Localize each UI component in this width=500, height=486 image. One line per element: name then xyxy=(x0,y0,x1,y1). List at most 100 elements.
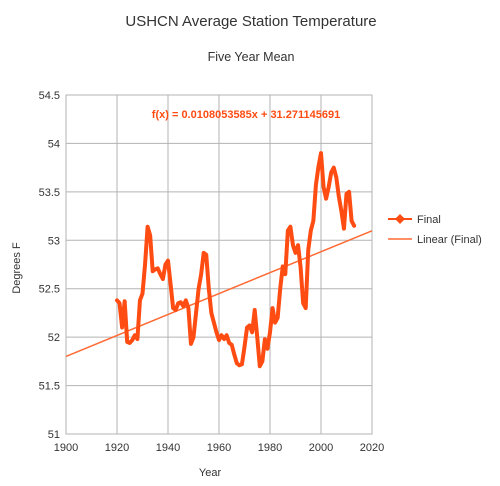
y-tick-label: 53 xyxy=(48,235,60,247)
data-point xyxy=(199,272,203,276)
data-point xyxy=(225,333,229,337)
x-tick-label: 1940 xyxy=(156,442,180,454)
data-point xyxy=(344,192,349,196)
data-point xyxy=(168,282,173,286)
data-point xyxy=(293,251,298,255)
data-point xyxy=(311,219,315,223)
x-tick-label: 2020 xyxy=(360,442,384,454)
data-point xyxy=(237,363,241,367)
data-point xyxy=(153,267,157,271)
data-point xyxy=(350,219,354,223)
data-point xyxy=(327,185,331,189)
data-point xyxy=(352,224,356,228)
data-point xyxy=(189,342,193,346)
data-point xyxy=(260,359,264,363)
data-point xyxy=(158,272,162,276)
data-point xyxy=(125,340,129,344)
data-point xyxy=(339,209,343,213)
data-point xyxy=(184,298,188,302)
data-point xyxy=(288,225,292,229)
data-point xyxy=(191,335,196,339)
data-point xyxy=(186,306,190,310)
data-point xyxy=(202,251,206,255)
data-point xyxy=(316,165,321,169)
data-point xyxy=(291,243,295,247)
data-point xyxy=(148,233,152,238)
x-axis-label: Year xyxy=(199,467,222,479)
data-point xyxy=(143,262,147,267)
data-point xyxy=(130,338,134,342)
data-point xyxy=(207,287,211,291)
data-point xyxy=(270,306,275,310)
y-tick-label: 51.5 xyxy=(39,381,60,393)
data-point xyxy=(306,248,310,252)
chart-subtitle: Five Year Mean xyxy=(208,50,295,64)
data-point xyxy=(138,298,142,302)
data-point xyxy=(258,364,262,368)
data-point xyxy=(240,362,244,366)
data-point xyxy=(163,262,168,267)
data-point xyxy=(128,341,132,345)
trendline xyxy=(65,230,373,358)
data-point xyxy=(181,304,185,308)
data-point xyxy=(171,306,175,310)
data-point xyxy=(166,259,170,263)
data-point xyxy=(324,197,328,201)
data-point xyxy=(123,299,127,303)
grid-layer xyxy=(66,95,372,434)
data-point xyxy=(347,190,351,194)
series-layer xyxy=(115,151,357,369)
data-point xyxy=(296,243,300,247)
data-point xyxy=(321,185,326,189)
legend-final-label: Final xyxy=(417,214,441,226)
trend-layer xyxy=(65,230,373,358)
data-point xyxy=(253,308,257,312)
data-point xyxy=(232,352,236,357)
data-point xyxy=(255,335,259,339)
data-point xyxy=(250,330,254,334)
x-tick-label: 2000 xyxy=(309,442,333,454)
data-point xyxy=(235,361,239,365)
data-point xyxy=(342,227,346,231)
y-axis-label: Degrees F xyxy=(11,242,23,294)
data-point xyxy=(245,325,249,330)
data-point xyxy=(120,325,124,330)
tick-layer: 51 51.5 52 52.5 53 53.5 54 54.5 1900 1920 1940 1960… xyxy=(39,90,385,454)
data-point xyxy=(161,277,165,281)
data-point xyxy=(265,347,270,351)
data-point xyxy=(115,298,119,302)
data-point xyxy=(133,333,137,337)
data-point xyxy=(299,265,303,270)
data-point xyxy=(273,321,277,325)
data-point xyxy=(197,287,201,291)
data-point xyxy=(209,311,213,315)
data-point xyxy=(179,300,183,304)
data-point xyxy=(337,195,341,199)
data-point xyxy=(286,229,290,233)
data-point xyxy=(217,338,221,342)
data-point xyxy=(278,287,282,291)
data-point xyxy=(176,301,180,305)
data-point xyxy=(135,337,139,341)
data-point xyxy=(219,333,224,337)
data-point xyxy=(140,291,145,296)
y-tick-label: 52 xyxy=(48,332,60,344)
data-point xyxy=(329,170,333,175)
data-point xyxy=(263,337,267,341)
y-tick-label: 54 xyxy=(48,138,60,150)
data-point xyxy=(268,330,272,334)
data-point xyxy=(281,264,285,269)
y-tick-label: 53.5 xyxy=(39,187,60,199)
x-tick-label: 1900 xyxy=(54,442,78,454)
data-point xyxy=(301,301,305,305)
x-tick-label: 1920 xyxy=(105,442,129,454)
y-tick-label: 54.5 xyxy=(39,90,60,102)
data-point xyxy=(332,166,336,170)
data-point xyxy=(227,341,231,345)
data-point xyxy=(117,301,122,305)
x-tick-label: 1960 xyxy=(207,442,231,454)
legend-final-marker xyxy=(395,214,405,224)
x-tick-label: 1980 xyxy=(258,442,282,454)
